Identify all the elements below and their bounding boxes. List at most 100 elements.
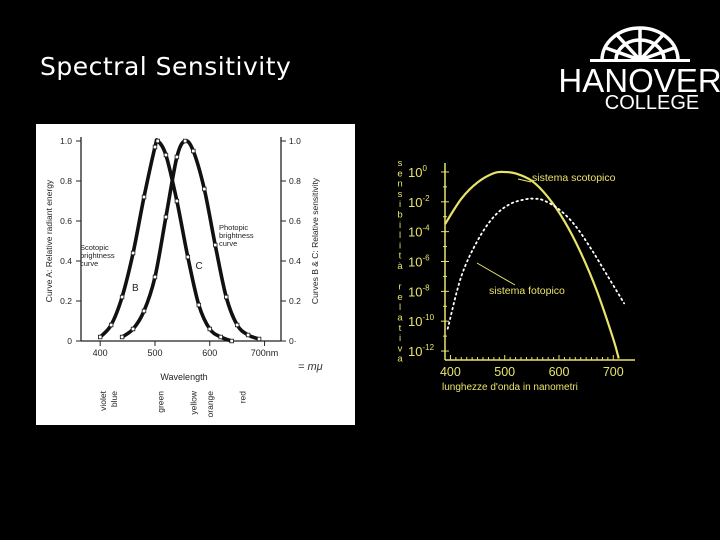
data-point [108,322,114,328]
y-tick-label-right: 0.8 [289,176,301,186]
x-axis-title: Wavelength [160,372,207,382]
x-tick-label: 600 [202,348,217,358]
y-axis-title-letter: i [399,199,401,210]
data-point [130,250,136,256]
y-axis-title-letter: s [398,158,403,169]
y-axis-title-letter: a [397,354,403,365]
handwritten-note: = mμ [298,361,323,373]
color-label-violet: violet [98,390,108,410]
data-point [224,294,229,300]
y-tick-label-right: 0.4 [289,256,301,266]
data-point [245,332,251,338]
data-point [207,326,212,332]
scotopic-curve [444,170,620,359]
data-point [155,138,160,144]
x-tick-label: 700nm [251,348,279,358]
y-tick-label-right: 1.0 [289,136,301,146]
arch-emblem-icon [600,26,680,62]
y-tick-label-right: 0.6 [289,216,301,226]
y-tick-label-right: 0.2 [289,296,301,306]
data-point [163,152,169,158]
x-tick-label: 700 [603,365,624,379]
color-label-red: red [238,391,248,404]
spectral-sensitivity-chart: 0 0· 0.2 0.2 0.4 0.4 0.6 0.6 0.8 0.8 1.0 1.0 400 500 6… [36,124,355,425]
scotopic-label: curve [80,259,98,268]
data-point [182,138,188,144]
y-axis-title-letter: l [399,230,401,241]
slide-title: Spectral Sensitivity [40,52,292,81]
y-tick-label-left: 0.8 [60,176,72,186]
curve-b-letter: B [132,283,139,294]
data-point [163,214,169,220]
y-axis-title-letter: t [399,251,402,262]
y-tick-label-left: 0.4 [60,256,72,266]
curve-c-letter: C [196,261,203,272]
y-tick-label: 10-2 [408,194,430,210]
y-axis-title-letter: a [397,313,403,324]
y-tick-label-right: 0· [289,336,297,346]
data-point [218,334,223,340]
data-point [141,308,147,314]
y-axis-title-letter: à [397,261,403,272]
data-point [256,336,262,342]
data-point [152,144,158,150]
y-axis-title-letter: t [399,323,402,334]
data-point [174,154,180,160]
x-tick-label: 500 [147,348,162,358]
photopic-label: curve [219,239,237,248]
x-axis-title: lunghezze d'onda in nanometri [442,382,578,393]
color-label-yellow: yellow [188,390,198,414]
data-point [234,322,240,328]
x-tick-label: 600 [549,365,570,379]
data-point [119,334,125,340]
data-point [196,302,202,308]
hanover-college-logo: HANOVER COLLEGE [560,26,720,114]
y-axis-title-letter: b [397,210,402,221]
y-axis-title-letter: l [399,302,401,313]
photopic-curve [446,197,625,330]
y-axis-title-letter: r [398,282,401,293]
y-tick-label-left: 0.6 [60,216,72,226]
left-y-axis-title: Curve A: Relative radiant energy [44,179,54,302]
y-axis-title-letter: s [398,189,403,200]
y-axis-title-letter: n [397,179,402,190]
log-sensitivity-chart: 100 10-2 10-4 10-6 10-8 10-10 10-12 400 500 600 70… [397,158,635,393]
photopic-label: brightness [219,231,254,240]
y-tick-label: 10-12 [408,343,435,359]
y-tick-label: 10-6 [408,254,430,270]
logo-hanover: HANOVER [560,62,720,99]
scotopic-leader [517,178,532,183]
data-point [202,186,207,192]
logo-college: COLLEGE [605,92,699,114]
right-y-axis-title: Curves B & C: Relative sensitivity [310,177,320,304]
x-tick-label: 400 [93,348,108,358]
photopic-label: Photopic [219,223,248,232]
y-tick-label-left: 0.2 [60,296,72,306]
color-label-blue: blue [109,391,119,407]
data-point [213,242,218,248]
scotopic-label: sistema scotopico [532,172,616,184]
y-tick-label-left: 0 [67,336,72,346]
x-tick-label: 500 [494,365,515,379]
data-point [152,274,158,280]
color-label-green: green [155,391,165,413]
y-tick-label-left: 1.0 [60,136,72,146]
photopic-leader [476,262,516,286]
color-label-orange: orange [205,391,215,418]
data-point [119,294,125,300]
data-point [229,338,234,344]
data-point [185,254,191,260]
y-tick-label: 10-8 [408,283,430,299]
y-tick-label: 10-4 [408,224,430,240]
scotopic-label: Scotopic [80,243,109,252]
y-axis-title-letter: e [397,292,402,303]
y-axis-title-letter: i [399,240,401,251]
y-tick-label: 100 [408,164,427,180]
y-axis-title-letter: e [397,168,402,179]
y-tick-label: 10-10 [408,313,435,329]
scotopic-label: brightness [80,251,115,260]
photopic-label: sistema fotopico [489,285,565,297]
data-point [130,326,136,332]
data-point [141,194,147,200]
data-point [97,334,103,340]
